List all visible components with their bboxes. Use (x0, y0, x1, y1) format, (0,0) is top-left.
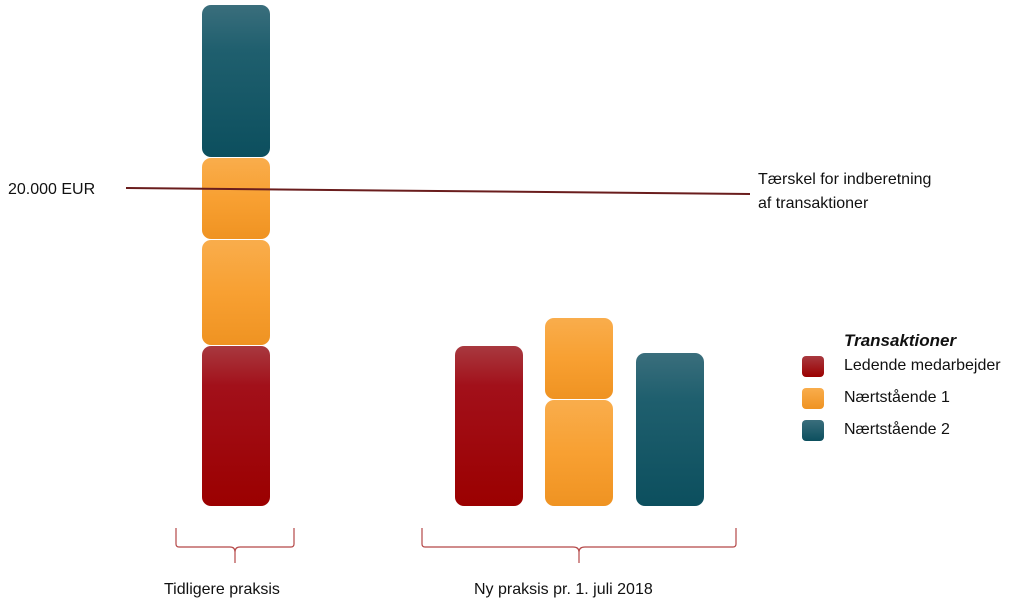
right-red-block (455, 346, 523, 506)
left-group-bracket (175, 528, 295, 563)
legend-title: Transaktioner (844, 331, 957, 350)
legend: Transaktioner Ledende medarbejder Nærtst… (800, 330, 1030, 448)
legend-swatch-red (802, 356, 824, 377)
threshold-caption-line1: Tærskel for indberetning (758, 171, 932, 188)
legend-item-naertstaaende-2: Nærtstående 2 (800, 416, 1030, 448)
left-stack-red-block (202, 346, 270, 506)
legend-item-ledende-medarbejder: Ledende medarbejder (800, 352, 1030, 384)
left-stack-orange-block-top (202, 158, 270, 239)
group-label-previous-practice: Tidligere praksis (164, 581, 280, 598)
threshold-caption: Tærskel for indberetning af transaktione… (758, 168, 931, 216)
right-orange-block-top (545, 318, 613, 399)
legend-swatch-orange (802, 388, 824, 409)
right-group-bracket (421, 528, 737, 563)
threshold-line (125, 187, 751, 195)
legend-item-naertstaaende-1: Nærtstående 1 (800, 384, 1030, 416)
left-stack-teal-block (202, 5, 270, 157)
right-teal-block (636, 353, 704, 506)
legend-item-label: Ledende medarbejder (844, 357, 1001, 374)
left-stack-orange-block-bottom (202, 240, 270, 345)
right-orange-block-bottom (545, 400, 613, 506)
legend-item-label: Nærtstående 1 (844, 389, 950, 406)
group-label-new-practice: Ny praksis pr. 1. juli 2018 (474, 581, 653, 598)
legend-swatch-teal (802, 420, 824, 441)
legend-item-label: Nærtstående 2 (844, 421, 950, 438)
threshold-caption-line2: af transaktioner (758, 195, 869, 212)
threshold-value-label: 20.000 EUR (8, 181, 96, 198)
